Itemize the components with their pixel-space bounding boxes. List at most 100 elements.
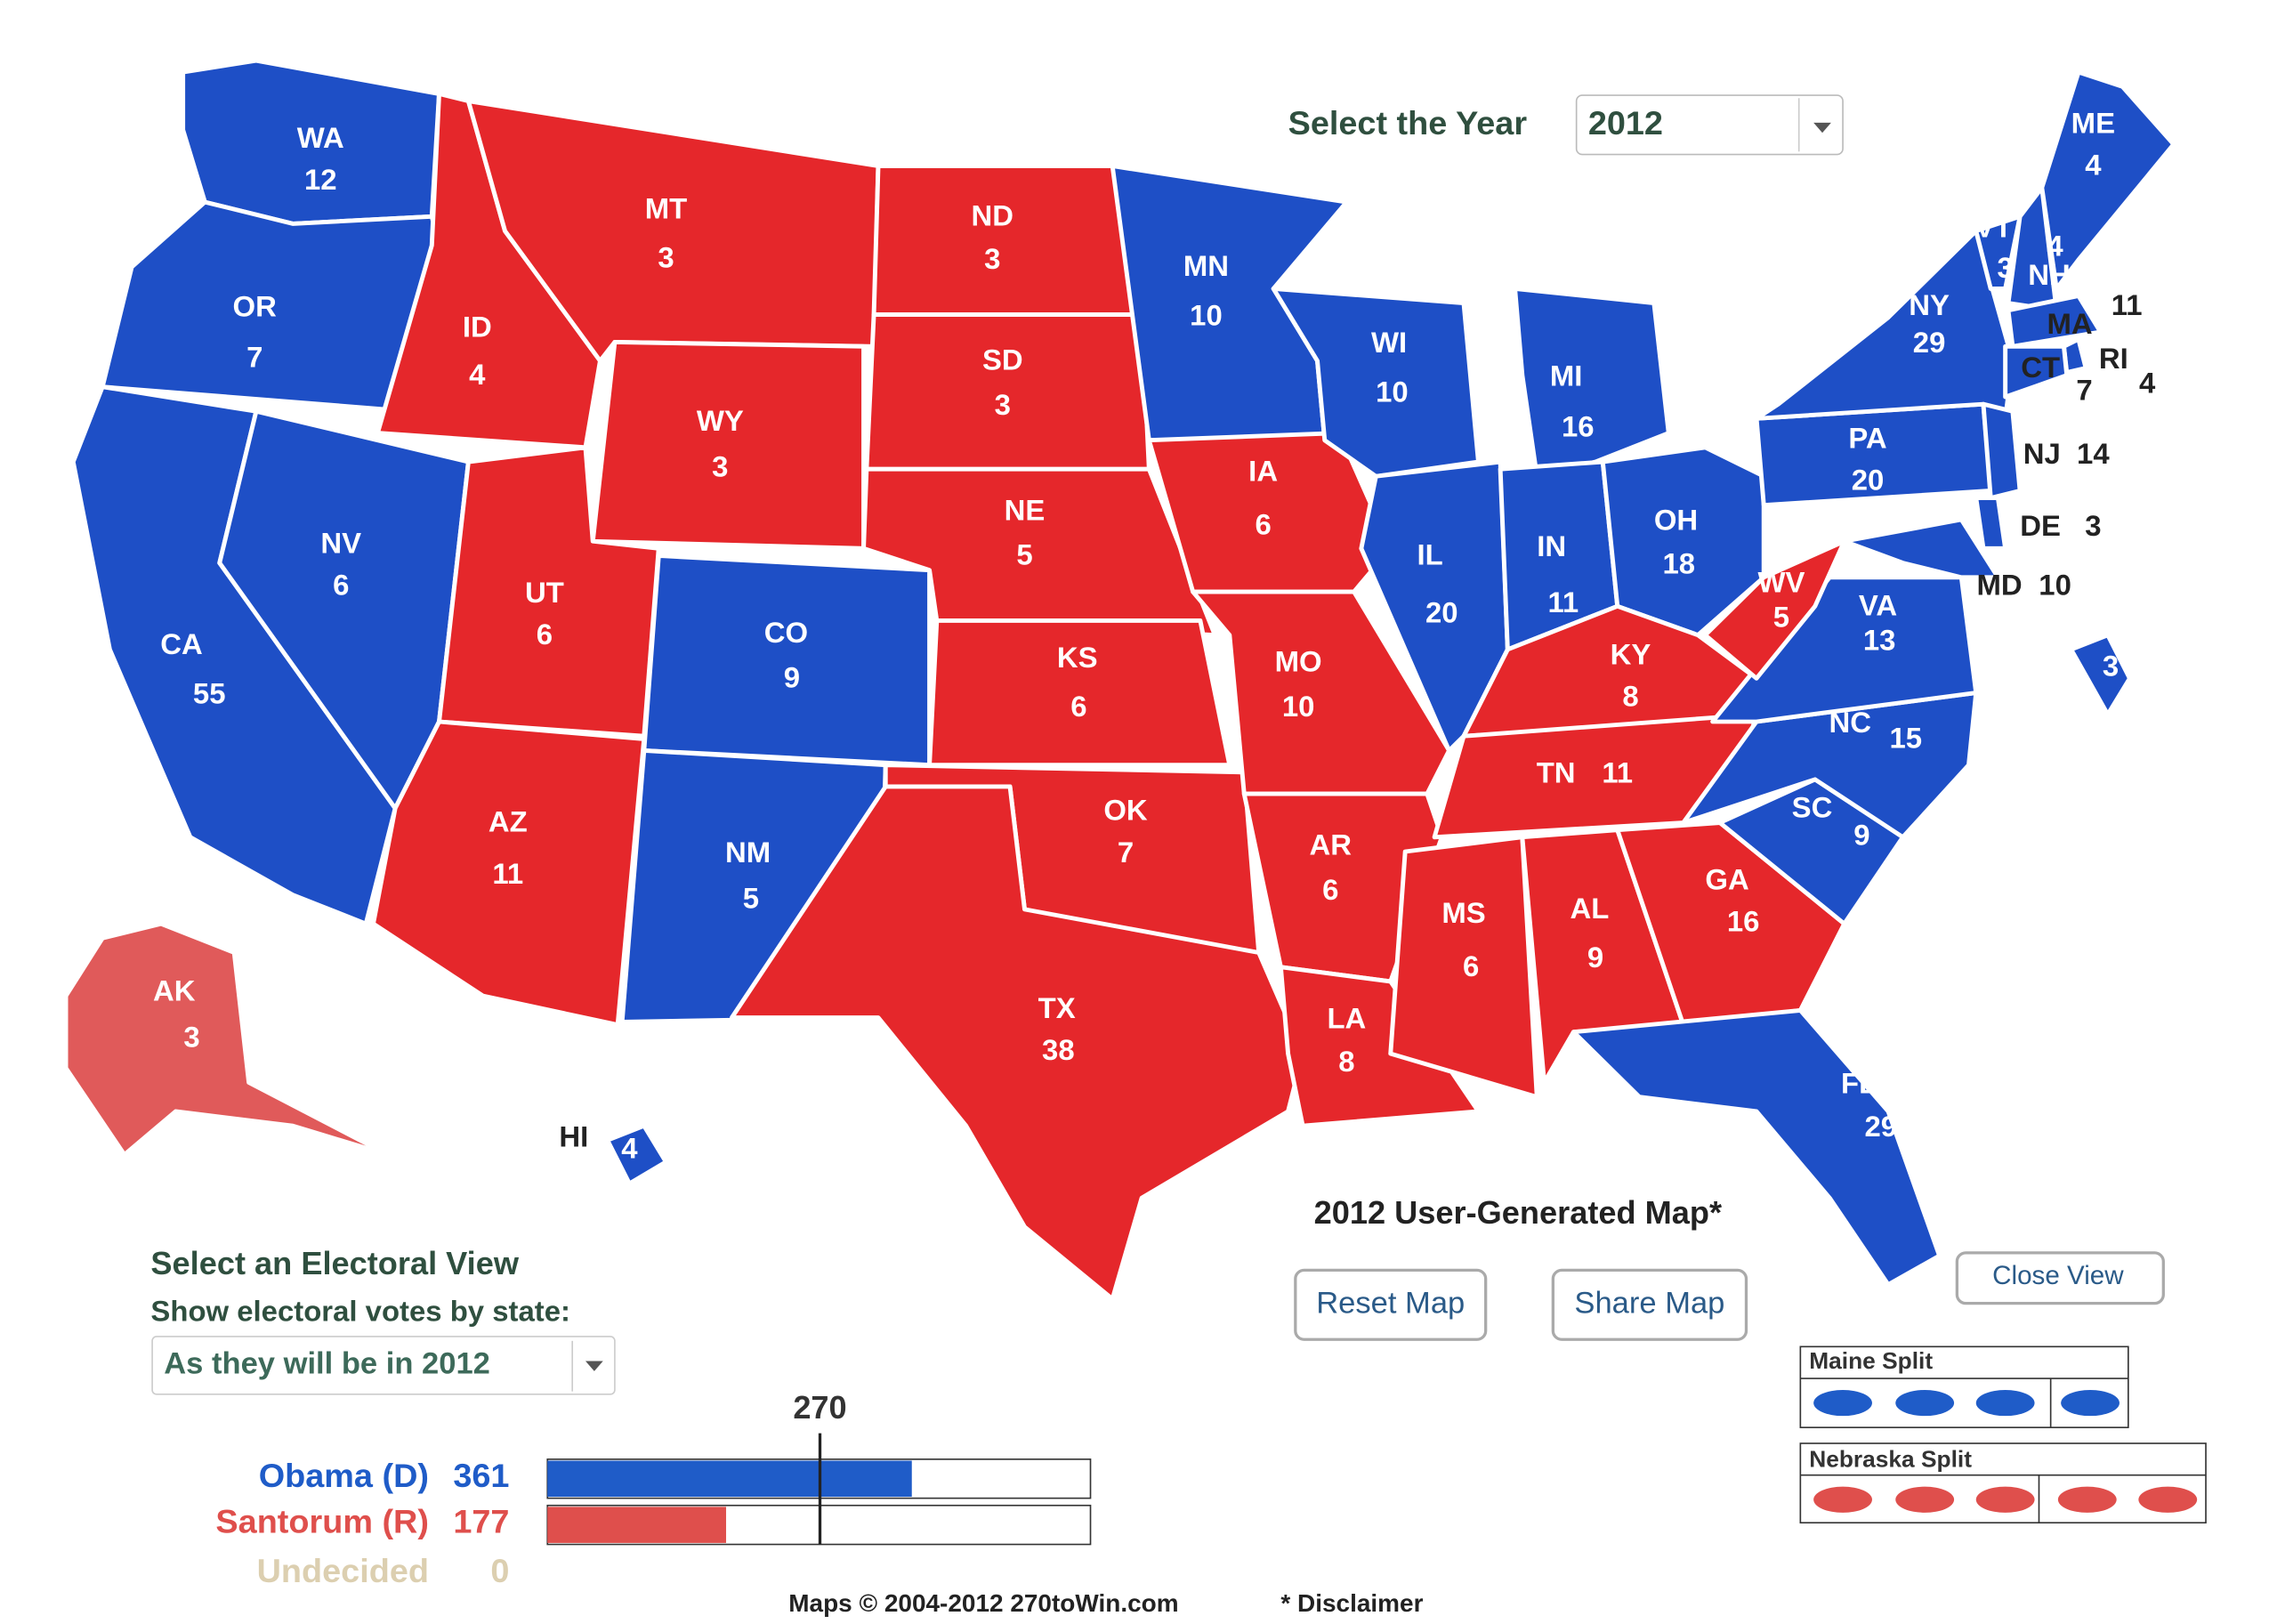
split-box [1799,1345,2129,1428]
state-votes: 8 [1338,1045,1354,1078]
reset-button[interactable] [1294,1268,1488,1341]
state-votes: 4 [2139,367,2155,400]
state-abbr: MD [1976,569,2022,602]
state[interactable] [590,339,867,551]
state-votes: 20 [1852,464,1885,497]
state[interactable] [1571,1007,1942,1288]
disclaimer-link[interactable]: * Disclaimer [1280,1589,1423,1617]
split-district[interactable] [1813,1486,1872,1513]
state-abbr: KS [1057,641,1098,674]
state-votes: 7 [1118,836,1134,869]
state[interactable] [1702,538,1847,681]
state[interactable] [1432,712,1759,840]
state-abbr: NC [1829,706,1872,739]
state[interactable] [927,618,1232,768]
state[interactable] [63,921,391,1158]
state-votes: 5 [1016,538,1032,571]
state[interactable] [605,1123,668,1186]
dropdown-box[interactable] [151,1336,616,1395]
split-district[interactable] [1975,1389,2035,1417]
state[interactable] [1974,214,2023,291]
state-votes: 11 [1547,586,1579,618]
state[interactable] [2006,294,2103,349]
state-votes: 9 [1587,941,1603,974]
candidate-votes: 177 [453,1503,509,1540]
year-dropdown[interactable]: 2012 [1575,94,1844,156]
state-votes: 6 [1255,508,1271,541]
state[interactable] [2039,69,2176,291]
state-abbr: CO [764,616,808,649]
state-votes: 20 [1425,596,1458,629]
state-abbr: UT [525,576,564,609]
state-votes: 6 [333,569,349,602]
copyright: Maps © 2004-2012 270toWin.com [788,1589,1178,1617]
state-abbr: NJ [2023,437,2061,470]
dropdown-arrow[interactable] [585,1361,603,1371]
state-abbr: MT [645,192,688,225]
state[interactable] [1513,286,1671,479]
split-district[interactable] [2061,1389,2120,1417]
close-view-label[interactable]: Close View [1992,1261,2124,1290]
state-abbr: HI [559,1120,588,1153]
state[interactable] [1615,820,1847,1028]
dropdown-arrow[interactable] [1813,122,1831,133]
state-abbr: ND [972,199,1014,232]
state-votes: 3 [183,1021,199,1054]
state-abbr: ID [463,311,492,343]
state-abbr: VT [1974,211,2012,244]
state-abbr: NV [320,527,361,560]
state[interactable] [1278,965,1481,1128]
state-abbr: IL [1417,538,1443,571]
state-votes: 3 [1998,251,2014,284]
state-votes: 6 [537,618,553,650]
view-value[interactable]: As they will be in 2012 [164,1347,490,1381]
candidate-name: Santorum (R) [215,1503,429,1540]
state-votes: 5 [743,882,759,915]
state-votes: 12 [304,163,337,196]
close-view-button[interactable] [1955,1251,2165,1305]
state-votes: 16 [1727,905,1760,938]
state-votes: 6 [1070,690,1086,723]
state[interactable] [871,164,1144,318]
view-dropdown[interactable]: As they will be in 2012 [151,1336,616,1395]
state-votes: 18 [1663,547,1696,580]
state-votes: 6 [1463,949,1479,982]
state[interactable] [1981,401,2023,501]
state-abbr: FL [1841,1067,1877,1100]
year-value[interactable]: 2012 [1588,104,1663,141]
split-district[interactable] [2057,1486,2117,1513]
split-district[interactable] [1895,1486,1955,1513]
split-title: Nebraska Split [1809,1445,1972,1472]
share-button[interactable] [1551,1268,1748,1341]
state[interactable] [730,784,1305,1302]
state[interactable] [1842,517,2000,580]
state[interactable] [1974,496,2008,551]
state-votes: 3 [2103,650,2119,683]
candidate-votes: 0 [490,1552,509,1589]
state-votes: 55 [193,677,226,710]
split-district[interactable] [1895,1389,1955,1417]
split-district[interactable] [1813,1389,1872,1417]
state[interactable] [2069,633,2132,717]
state-abbr: PA [1848,421,1886,454]
split-district[interactable] [1975,1486,2035,1513]
state-abbr: DE [2020,509,2061,542]
state-votes: 11 [1602,756,1633,789]
state-votes: 16 [1562,410,1595,443]
state-abbr: MO [1275,645,1322,678]
state-abbr: VA [1859,589,1897,622]
state-votes: 3 [712,450,728,483]
state-abbr: ME [2071,107,2115,140]
state-abbr: SD [982,343,1023,376]
state[interactable] [1388,835,1539,1100]
state-votes: 3 [984,242,1000,275]
state[interactable] [2003,343,2070,400]
state-abbr: MS [1441,896,1485,929]
split-district[interactable] [2138,1486,2198,1513]
state[interactable] [1754,229,2015,421]
dropdown-box[interactable] [1575,94,1844,156]
state-abbr: NY [1909,288,1950,321]
reset-button-label[interactable]: Reset Map [1316,1286,1465,1320]
share-button-label[interactable]: Share Map [1574,1286,1724,1320]
state-abbr: TX [1038,991,1076,1024]
